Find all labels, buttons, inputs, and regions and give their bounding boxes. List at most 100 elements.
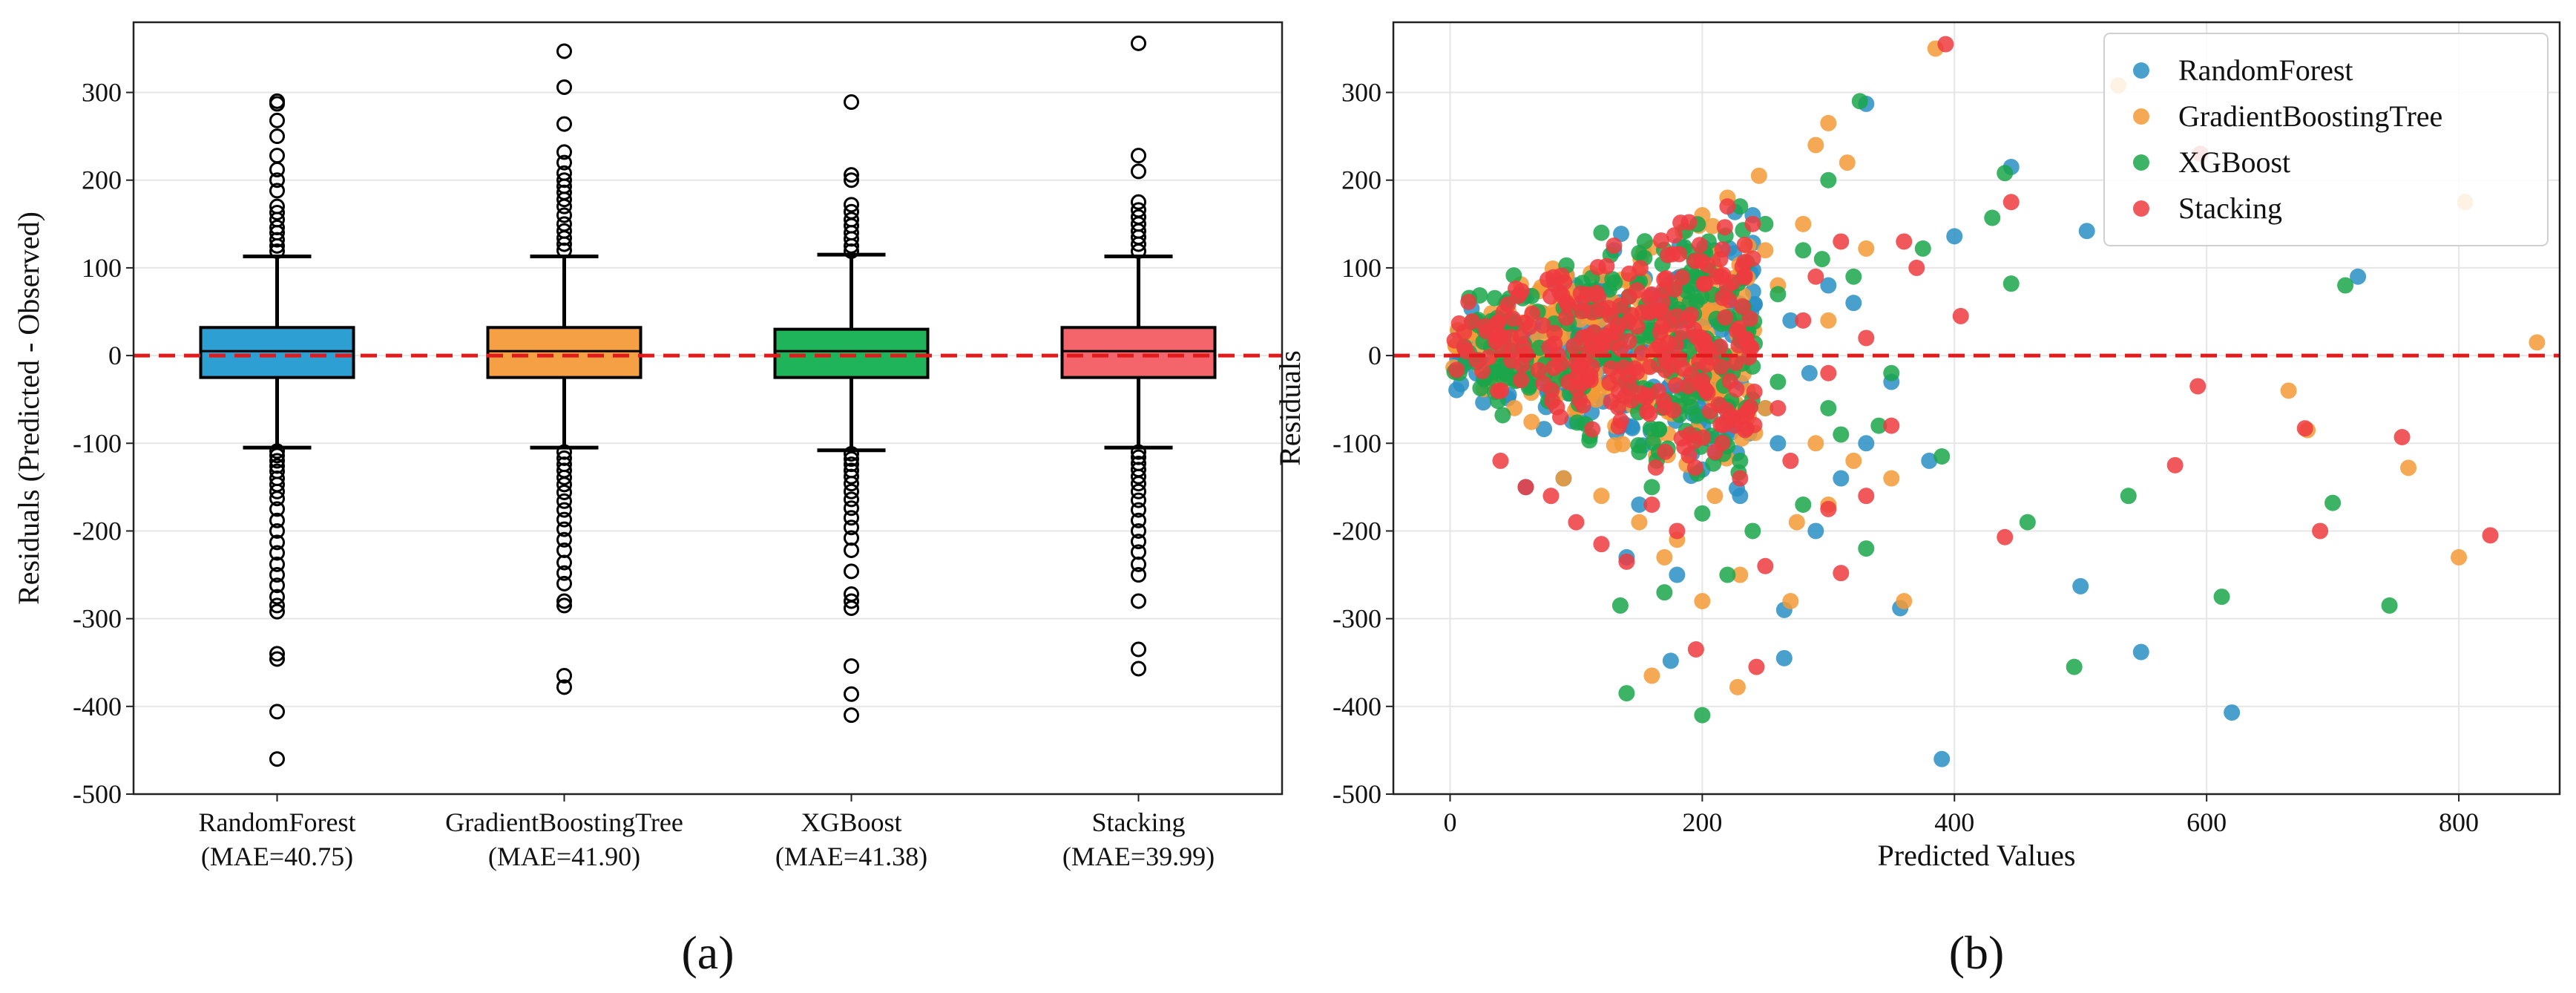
data-point [1492, 452, 1509, 469]
outlier-point [844, 686, 859, 702]
outlier-point [269, 453, 285, 469]
data-point [1782, 593, 1799, 609]
data-point [1820, 171, 1837, 189]
data-point [1883, 417, 1900, 434]
data-point [1476, 318, 1494, 335]
data-point [1795, 242, 1812, 259]
data-point [1820, 312, 1837, 329]
outlier-point [269, 651, 285, 667]
y-tick-label: -300 [1333, 604, 1381, 634]
outlier-point [844, 658, 859, 674]
legend-box [2103, 33, 2549, 246]
data-point [1593, 224, 1610, 241]
data-point [1807, 268, 1824, 285]
y-tick-label: 300 [1341, 78, 1381, 108]
outlier-point [844, 197, 859, 213]
outlier-point [269, 162, 285, 178]
data-point [1694, 372, 1711, 389]
outlier-point [269, 491, 285, 507]
data-point [2451, 548, 2468, 566]
outlier-point [269, 522, 285, 539]
data-point [1584, 421, 1601, 438]
data-point [1732, 198, 1749, 215]
data-point [1770, 400, 1787, 416]
y-tick-label: 200 [82, 166, 122, 195]
data-point [1845, 295, 1862, 312]
x-tick-label: 600 [2186, 807, 2227, 837]
y-tick-label: -500 [73, 779, 122, 809]
y-tick-label: -300 [73, 604, 122, 634]
panel-b-plot-frame [1392, 21, 2561, 796]
data-point [1750, 167, 1767, 184]
data-point [1788, 514, 1805, 531]
data-point [1659, 246, 1676, 263]
data-point [1475, 394, 1492, 411]
data-point [1534, 317, 1551, 334]
outlier-point [556, 207, 572, 223]
data-point [1997, 528, 2014, 545]
panel-a-caption: (a) [681, 926, 734, 979]
outlier-point [269, 646, 285, 662]
data-point [2393, 429, 2411, 445]
data-point [1584, 338, 1601, 355]
outlier-point [556, 493, 572, 509]
data-point [2120, 488, 2137, 505]
data-point [1688, 407, 1705, 425]
data-point [1695, 429, 1712, 446]
outlier-point [556, 502, 572, 518]
outlier-point [269, 501, 285, 517]
panel-a-x-tick-labels: RandomForest (MAE=40.75) GradientBoostingT… [199, 794, 1215, 871]
data-point [1656, 548, 1673, 566]
data-point [1858, 240, 1875, 257]
outlier-point [1131, 483, 1146, 499]
outlier-point [556, 521, 572, 537]
outlier-point [269, 448, 285, 464]
data-point [1732, 566, 1749, 583]
data-point [1573, 295, 1590, 312]
data-point [2166, 456, 2184, 473]
data-point [1946, 228, 1963, 245]
data-point [2213, 589, 2230, 606]
outlier-point [556, 511, 572, 528]
data-point [1641, 358, 1658, 376]
data-point [1839, 154, 1856, 171]
data-point [1669, 522, 1686, 540]
panel-b-y-axis-label: Residuals [1273, 350, 1307, 466]
box-xgboost [773, 94, 930, 724]
data-point [2296, 420, 2313, 437]
outlier-point [844, 491, 859, 508]
outlier-point [844, 243, 859, 259]
outlier-point [269, 243, 285, 259]
data-point [1667, 377, 1684, 394]
panel-a-gridlines [134, 91, 1282, 795]
data-point [1652, 232, 1669, 249]
data-point [1568, 514, 1585, 531]
data-point [1757, 215, 1774, 232]
data-point [1680, 214, 1698, 231]
data-point [2337, 277, 2354, 294]
data-point [1883, 470, 1900, 487]
panel-a-y-axis-label: Residuals (Predicted - Observed) [12, 212, 45, 605]
data-point [1706, 488, 1724, 505]
data-point [1914, 240, 1931, 257]
data-point [1921, 452, 1938, 469]
data-point [2482, 527, 2499, 544]
data-point [2002, 194, 2020, 211]
data-point [1833, 470, 1850, 487]
outlier-point [844, 172, 859, 189]
data-point [1712, 358, 1729, 376]
data-point [1517, 479, 1534, 496]
data-point [1858, 330, 1875, 347]
outlier-point [844, 451, 859, 468]
panel-a-box-plot: -500 -400 -300 -200 -100 0 100 200 300 RandomFor… [12, 21, 1284, 979]
x-tick-label: 200 [1682, 807, 1722, 837]
data-point [1770, 435, 1787, 452]
data-point [1530, 361, 1547, 378]
data-point [1719, 566, 1736, 583]
data-point [1858, 540, 1875, 557]
x-tick-mae-xgboost: (MAE=41.38) [775, 842, 927, 871]
data-point [1662, 652, 1679, 669]
series-stacking [1446, 36, 2499, 675]
data-point [1807, 435, 1824, 452]
